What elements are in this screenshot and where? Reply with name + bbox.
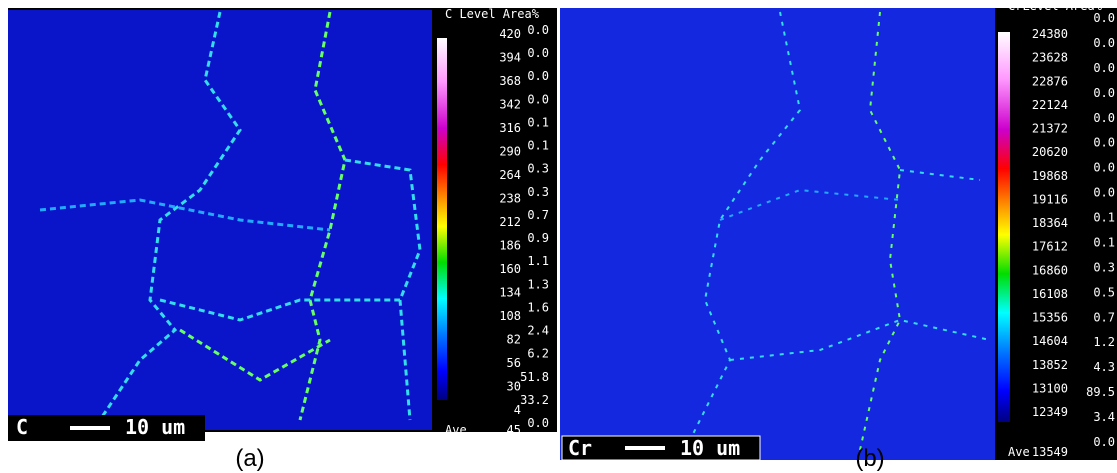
level-label: 23628 (1032, 51, 1068, 65)
level-label: 12349 (1032, 405, 1068, 419)
level-label: 14604 (1032, 334, 1068, 348)
level-label: 16860 (1032, 263, 1068, 277)
area-label: 0.1 (527, 115, 549, 129)
level-label: 18364 (1032, 216, 1068, 230)
level-label: 56 (507, 356, 521, 370)
caption: (a) (235, 445, 264, 472)
level-label: 160 (499, 262, 521, 276)
level-label: 368 (499, 74, 521, 88)
level-label: 342 (499, 98, 521, 112)
panel-b-map (560, 8, 995, 460)
level-label: 24380 (1032, 27, 1068, 41)
area-label: 0.3 (527, 185, 549, 199)
area-label: 4.3 (1093, 360, 1115, 374)
area-label: 0.7 (527, 208, 549, 222)
area-label: 3.4 (1093, 410, 1115, 424)
area-label: 0.0 (527, 23, 549, 37)
area-label: 0.0 (1093, 136, 1115, 150)
legend-header: CrLevel Area% (1008, 0, 1103, 13)
element-label: C (16, 415, 28, 439)
level-label: 134 (499, 286, 521, 300)
area-label: 0.0 (1093, 435, 1115, 449)
scale-label: 10 um (680, 436, 740, 460)
area-label: 6.2 (527, 347, 549, 361)
level-label: 238 (499, 192, 521, 206)
level-label: 19116 (1032, 192, 1068, 206)
panel-b-boundaries (689, 11, 991, 451)
area-label: 0.0 (1093, 61, 1115, 75)
area-label: 2.4 (527, 324, 549, 338)
level-label: 13852 (1032, 358, 1068, 372)
level-label: 15356 (1032, 311, 1068, 325)
level-label: 82 (507, 333, 521, 347)
level-label: 19868 (1032, 169, 1068, 183)
area-label: 1.6 (527, 300, 549, 314)
area-label: 0.0 (527, 69, 549, 83)
scale-bar (70, 426, 110, 430)
level-label: 186 (499, 239, 521, 253)
area-label: 1.1 (527, 254, 549, 268)
area-label: 89.5 (1086, 385, 1115, 399)
level-label: 13100 (1032, 381, 1068, 395)
area-label: 0.0 (1093, 111, 1115, 125)
level-label: 394 (499, 51, 521, 65)
scale-bar (625, 446, 665, 450)
level-label: 22876 (1032, 74, 1068, 88)
level-label: 4 (514, 403, 521, 417)
level-label: 20620 (1032, 145, 1068, 159)
area-label: 0.7 (1093, 310, 1115, 324)
level-label: 22124 (1032, 98, 1068, 112)
average-label: Ave (445, 423, 467, 437)
level-label: 17612 (1032, 240, 1068, 254)
area-label: 0.0 (527, 92, 549, 106)
area-label: 0.0 (1093, 86, 1115, 100)
area-label: 0.0 (1093, 161, 1115, 175)
area-label: 51.8 (520, 370, 549, 384)
level-label: 16108 (1032, 287, 1068, 301)
area-label: 0.1 (1093, 235, 1115, 249)
average-value: 13549 (1032, 445, 1068, 459)
area-label: 0.1 (1093, 211, 1115, 225)
area-label: 0.3 (1093, 260, 1115, 274)
area-label: 1.2 (1093, 335, 1115, 349)
average-value: 45 (507, 423, 521, 437)
area-label: 33.2 (520, 393, 549, 407)
area-label: 0.1 (527, 139, 549, 153)
level-label: 212 (499, 215, 521, 229)
area-label: 0.5 (1093, 285, 1115, 299)
level-label: 420 (499, 27, 521, 41)
panel-a-boundaries (39, 11, 422, 421)
average-label: Ave (1008, 445, 1030, 459)
area-label: 0.0 (1093, 186, 1115, 200)
scale-label: 10 um (125, 415, 185, 439)
level-label: 290 (499, 145, 521, 159)
level-label: 108 (499, 309, 521, 323)
element-label: Cr (568, 436, 592, 460)
level-label: 21372 (1032, 122, 1068, 136)
level-label: 264 (499, 168, 521, 182)
area-label: 0.0 (1093, 11, 1115, 25)
area-label: 0.0 (1093, 36, 1115, 50)
color-bar (998, 32, 1010, 422)
panel-a-map (8, 10, 432, 430)
area-label: 1.3 (527, 277, 549, 291)
caption: (b) (855, 445, 884, 472)
level-label: 316 (499, 121, 521, 135)
area-label: 0.0 (527, 46, 549, 60)
legend-header: C Level Area% (445, 7, 540, 21)
area-label: 0.3 (527, 162, 549, 176)
area-label: 0.0 (527, 416, 549, 430)
level-label: 30 (507, 380, 521, 394)
area-label: 0.9 (527, 231, 549, 245)
color-bar (437, 38, 447, 400)
